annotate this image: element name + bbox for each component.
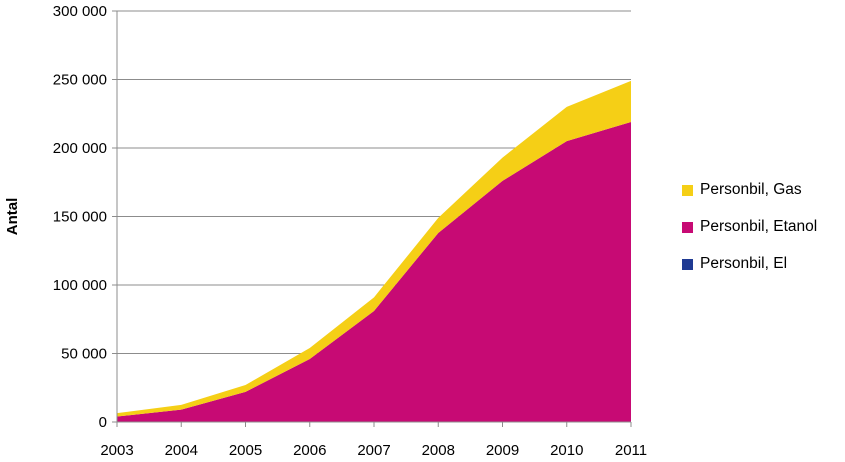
x-tick-label: 2006 xyxy=(293,442,326,459)
legend-item-etanol: Personbil, Etanol xyxy=(682,217,817,237)
legend-swatch-el xyxy=(682,258,693,270)
y-tick-label: 0 xyxy=(99,414,107,431)
area-etanol xyxy=(117,121,631,422)
x-tick-label: 2011 xyxy=(615,442,647,459)
y-tick-label: 200 000 xyxy=(53,140,107,157)
legend-label-gas: Personbil, Gas xyxy=(700,181,802,198)
y-tick-label: 100 000 xyxy=(53,277,107,294)
area-gas xyxy=(117,80,631,417)
x-tick-label: 2003 xyxy=(100,442,133,459)
x-tick-label: 2010 xyxy=(550,442,583,459)
legend-label-el: Personbil, El xyxy=(700,255,788,272)
y-tick-label: 250 000 xyxy=(53,72,107,89)
y-tick-label: 300 000 xyxy=(53,3,107,20)
x-tick-label: 2009 xyxy=(486,442,519,459)
x-tick-label: 2007 xyxy=(357,442,390,459)
x-tick-label: 2004 xyxy=(165,442,198,459)
legend: Personbil, Gas Personbil, Etanol Personb… xyxy=(682,180,817,291)
y-tick-label: 150 000 xyxy=(53,209,107,226)
x-tick-labels: 2003 2004 2005 2006 2007 2008 2009 2010 2011 xyxy=(100,442,647,459)
legend-label-etanol: Personbil, Etanol xyxy=(700,218,818,235)
legend-swatch-etanol xyxy=(682,221,693,233)
legend-swatch-gas xyxy=(682,184,693,196)
y-tick-label: 50 000 xyxy=(61,346,107,363)
area-series xyxy=(117,80,631,422)
legend-item-gas: Personbil, Gas xyxy=(682,180,817,200)
x-tick-label: 2005 xyxy=(229,442,262,459)
x-tick-label: 2008 xyxy=(422,442,455,459)
y-tick-labels: 0 50 000 100 000 150 000 200 000 250 000 300 0… xyxy=(53,3,107,431)
axes xyxy=(112,10,632,427)
y-axis-label: Antal xyxy=(4,198,21,236)
legend-item-el: Personbil, El xyxy=(682,254,817,274)
